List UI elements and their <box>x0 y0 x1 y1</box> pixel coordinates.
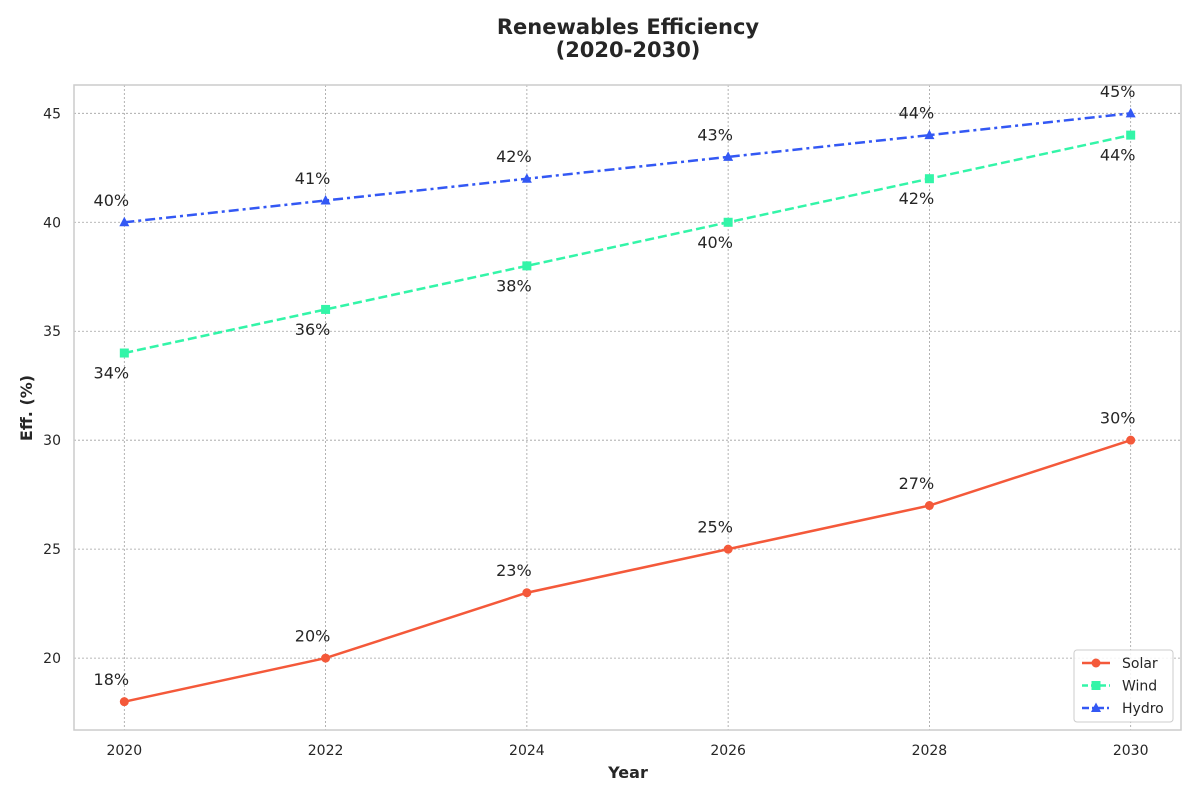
legend-marker-hydro <box>1091 702 1101 712</box>
y-tick-label: 25 <box>43 542 61 558</box>
data-point-wind <box>522 261 532 271</box>
x-tick-label: 2020 <box>106 743 142 759</box>
series-line-solar <box>124 438 1132 703</box>
data-label-solar: 30% <box>1100 409 1136 428</box>
grid-lines <box>74 85 1181 730</box>
legend-item-wind: Wind <box>1082 679 1157 695</box>
data-point-hydro <box>521 173 532 183</box>
data-label-hydro: 44% <box>899 104 935 123</box>
data-label-hydro: 45% <box>1100 82 1136 101</box>
series-layer <box>119 107 1136 707</box>
data-label-solar: 20% <box>295 627 331 646</box>
data-point-solar <box>321 653 331 663</box>
chart-title-line-2: (2020-2030) <box>556 38 701 62</box>
data-point-solar <box>1126 435 1136 445</box>
data-point-solar <box>119 697 129 707</box>
data-label-hydro: 41% <box>295 169 331 188</box>
y-tick-label: 20 <box>43 651 61 667</box>
series-wind <box>119 130 1136 358</box>
data-point-wind <box>723 217 733 227</box>
x-tick-label: 2028 <box>912 743 948 759</box>
legend-item-hydro: Hydro <box>1082 701 1164 717</box>
series-line-hydro <box>124 112 1131 224</box>
axis-ticks: 2020 2022 2024 2026 2028 2030 20 25 30 35 40 45 <box>43 106 1148 759</box>
data-label-wind: 38% <box>496 276 532 295</box>
data-labels: 18% 20% 23% 25% 27% 30% 34% 36% 38% 40% 42% 44% 40% 4… <box>94 82 1136 689</box>
data-point-wind <box>924 174 934 184</box>
data-label-hydro: 43% <box>697 125 733 144</box>
x-tick-label: 2026 <box>710 743 746 759</box>
data-point-hydro <box>723 151 734 161</box>
x-tick-label: 2022 <box>308 743 344 759</box>
data-label-hydro: 42% <box>496 147 532 166</box>
series-hydro <box>119 107 1136 227</box>
legend-marker-solar <box>1091 658 1101 668</box>
x-tick-label: 2030 <box>1113 743 1149 759</box>
y-tick-label: 45 <box>43 106 61 122</box>
data-point-hydro <box>924 129 935 140</box>
data-label-wind: 40% <box>697 233 733 252</box>
x-tick-label: 2024 <box>509 743 545 759</box>
chart-title-line-1: Renewables Efficiency <box>497 15 760 39</box>
data-label-solar: 27% <box>899 474 935 493</box>
data-label-hydro: 40% <box>94 191 130 210</box>
x-axis-label: Year <box>607 763 648 782</box>
data-label-wind: 34% <box>94 364 130 383</box>
data-point-solar <box>522 588 532 598</box>
data-point-solar <box>924 501 934 511</box>
series-solar <box>119 435 1136 707</box>
y-tick-label: 40 <box>43 215 61 231</box>
legend-label-wind: Wind <box>1122 679 1157 695</box>
data-point-solar <box>723 544 733 554</box>
legend-item-solar: Solar <box>1082 656 1158 672</box>
data-label-wind: 42% <box>899 189 935 208</box>
data-point-hydro <box>119 216 130 227</box>
legend-label-hydro: Hydro <box>1122 701 1164 717</box>
data-label-solar: 23% <box>496 561 532 580</box>
y-tick-label: 30 <box>43 433 61 449</box>
legend-marker-wind <box>1091 681 1101 690</box>
data-point-wind <box>119 348 129 358</box>
data-point-hydro <box>320 194 331 205</box>
y-tick-label: 35 <box>43 324 61 340</box>
data-label-solar: 18% <box>94 670 130 689</box>
data-label-wind: 44% <box>1100 146 1136 165</box>
data-point-hydro <box>1125 107 1136 118</box>
data-point-wind <box>1126 130 1136 140</box>
data-label-solar: 25% <box>697 518 733 537</box>
legend-label-solar: Solar <box>1122 656 1158 672</box>
data-point-wind <box>321 304 331 314</box>
y-axis-label: Eff. (%) <box>17 375 36 441</box>
plot-frame <box>73 84 1182 731</box>
series-line-wind <box>124 133 1131 355</box>
legend-box <box>1073 649 1174 723</box>
data-label-wind: 36% <box>295 320 331 339</box>
legend: Solar Wind Hydro <box>1073 649 1174 723</box>
